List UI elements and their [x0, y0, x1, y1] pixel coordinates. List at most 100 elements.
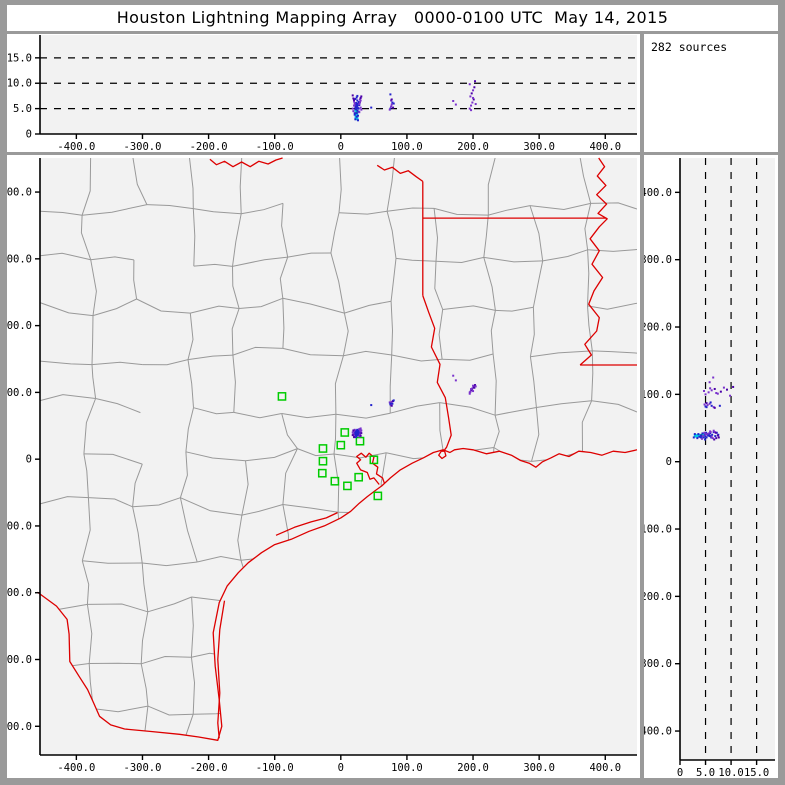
lightning-source-dot — [355, 434, 358, 437]
lightning-source-dot — [353, 436, 356, 439]
county-border — [187, 313, 194, 360]
lightning-source-dot — [360, 95, 363, 98]
county-border — [90, 259, 97, 316]
lightning-source-dot — [468, 83, 471, 86]
lightning-source-dot — [352, 429, 355, 432]
lightning-source-dot — [353, 98, 356, 101]
lightning-source-dot — [713, 431, 716, 434]
y-tick-label: -200.0 — [7, 587, 32, 599]
county-border — [142, 359, 189, 366]
y-tick-label: 200.0 — [7, 320, 32, 332]
lightning-source-dot — [705, 406, 708, 409]
lightning-source-dot — [472, 89, 475, 92]
lightning-source-dot — [356, 432, 359, 435]
county-border — [390, 258, 397, 302]
lightning-source-dot — [353, 428, 356, 431]
lightning-source-dot — [701, 432, 704, 435]
county-border — [95, 398, 141, 414]
county-border — [39, 360, 93, 366]
county-border — [179, 497, 198, 563]
lightning-source-dot — [392, 106, 395, 109]
lightning-source-dot — [352, 97, 355, 100]
county-border — [239, 158, 243, 214]
lightning-source-dot — [359, 427, 362, 430]
county-border — [487, 158, 496, 216]
y-tick-label: -300.0 — [7, 654, 32, 666]
lightning-source-dot — [716, 392, 719, 395]
lightning-source-dot — [390, 400, 393, 403]
altitude-vs-y-plot[interactable]: -400.0 -300.0 -200.0 -100.0 0 100.0 200.0 300.0… — [644, 155, 778, 778]
county-border — [344, 300, 392, 314]
lightning-source-dot — [732, 385, 735, 388]
county-border — [132, 497, 181, 508]
lightning-source-dot — [390, 404, 393, 407]
lightning-source-dot — [712, 406, 715, 409]
county-border — [132, 506, 143, 564]
lightning-source-dot — [470, 109, 473, 112]
lightning-source-dot — [358, 433, 361, 436]
county-border — [439, 402, 496, 416]
lightning-source-dot — [708, 402, 711, 405]
county-border — [239, 297, 283, 309]
lightning-source-dot — [356, 103, 359, 106]
lightning-source-dot — [354, 97, 357, 100]
lightning-source-dot — [474, 103, 477, 106]
y-tick-label: 0 — [666, 456, 672, 468]
lightning-source-dot — [470, 388, 473, 391]
county-border — [233, 411, 282, 419]
lightning-source-dot — [716, 434, 719, 437]
county-border — [147, 596, 192, 613]
county-border — [87, 603, 148, 613]
lightning-source-dot — [704, 438, 707, 441]
station-marker — [318, 444, 328, 453]
county-border — [282, 297, 345, 314]
x-tick-label: 0 — [338, 762, 344, 774]
county-border — [439, 402, 445, 457]
x-tick-label: -100.0 — [256, 141, 294, 152]
lightning-source-dot — [355, 429, 358, 432]
county-border — [232, 355, 236, 413]
lightning-source-dot — [699, 434, 702, 437]
lightning-source-dot — [353, 100, 356, 103]
county-border — [330, 252, 345, 314]
county-border — [391, 354, 443, 362]
lightning-source-dot — [711, 433, 714, 436]
lightning-source-dot — [704, 435, 707, 438]
lightning-source-dot — [714, 431, 717, 434]
plan-view-map-plot[interactable]: -400.0 -400.0 -300.0 -300.0 -200.0 -200.0 -100… — [7, 155, 640, 778]
lightning-source-dot — [353, 102, 356, 105]
county-border — [187, 359, 194, 408]
state-border — [217, 600, 226, 739]
lightning-source-dot — [454, 379, 457, 382]
map-plot-group: -400.0 -400.0 -300.0 -300.0 -200.0 -200.0 -100… — [7, 157, 638, 774]
lightning-source-dot — [357, 101, 360, 104]
x-tick-label: 100.0 — [391, 141, 423, 152]
altitude-vs-x-panel: 0 5.0 10.0 15.0 -400.0 -300.0 -200.0 -100.0 0 100… — [7, 34, 640, 152]
lightning-source-dot — [705, 436, 708, 439]
county-border — [338, 210, 388, 215]
county-border — [187, 354, 233, 361]
county-border — [333, 452, 387, 459]
lightning-source-dot — [698, 435, 701, 438]
state-border — [37, 447, 638, 741]
altitude-vs-x-plot[interactable]: 0 5.0 10.0 15.0 -400.0 -300.0 -200.0 -100.0 0 100… — [7, 34, 640, 152]
y-tick-label: 200.0 — [644, 322, 672, 334]
y-tick-label: -400.0 — [7, 721, 32, 733]
county-border — [493, 415, 500, 448]
lightning-source-dot — [389, 107, 392, 110]
county-border — [442, 305, 496, 311]
county-border — [390, 402, 440, 414]
county-border — [241, 460, 249, 516]
county-border — [529, 356, 537, 408]
county-border — [342, 312, 349, 356]
lightning-source-dot — [470, 104, 473, 107]
lightning-source-dot — [719, 390, 722, 393]
lightning-source-dot — [358, 111, 361, 114]
county-border — [190, 657, 196, 715]
lightning-source-dot — [722, 386, 725, 389]
lightning-source-dot — [699, 436, 702, 439]
county-border — [193, 208, 242, 215]
lightning-source-dot — [692, 436, 695, 439]
station-marker — [355, 436, 365, 446]
county-border — [190, 305, 240, 314]
